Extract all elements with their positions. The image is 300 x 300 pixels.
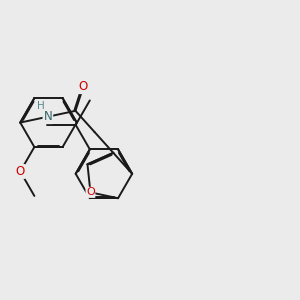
Text: O: O	[16, 165, 25, 178]
Text: O: O	[86, 188, 95, 197]
Text: N: N	[44, 110, 52, 123]
Text: H: H	[37, 101, 44, 111]
Text: O: O	[79, 80, 88, 93]
